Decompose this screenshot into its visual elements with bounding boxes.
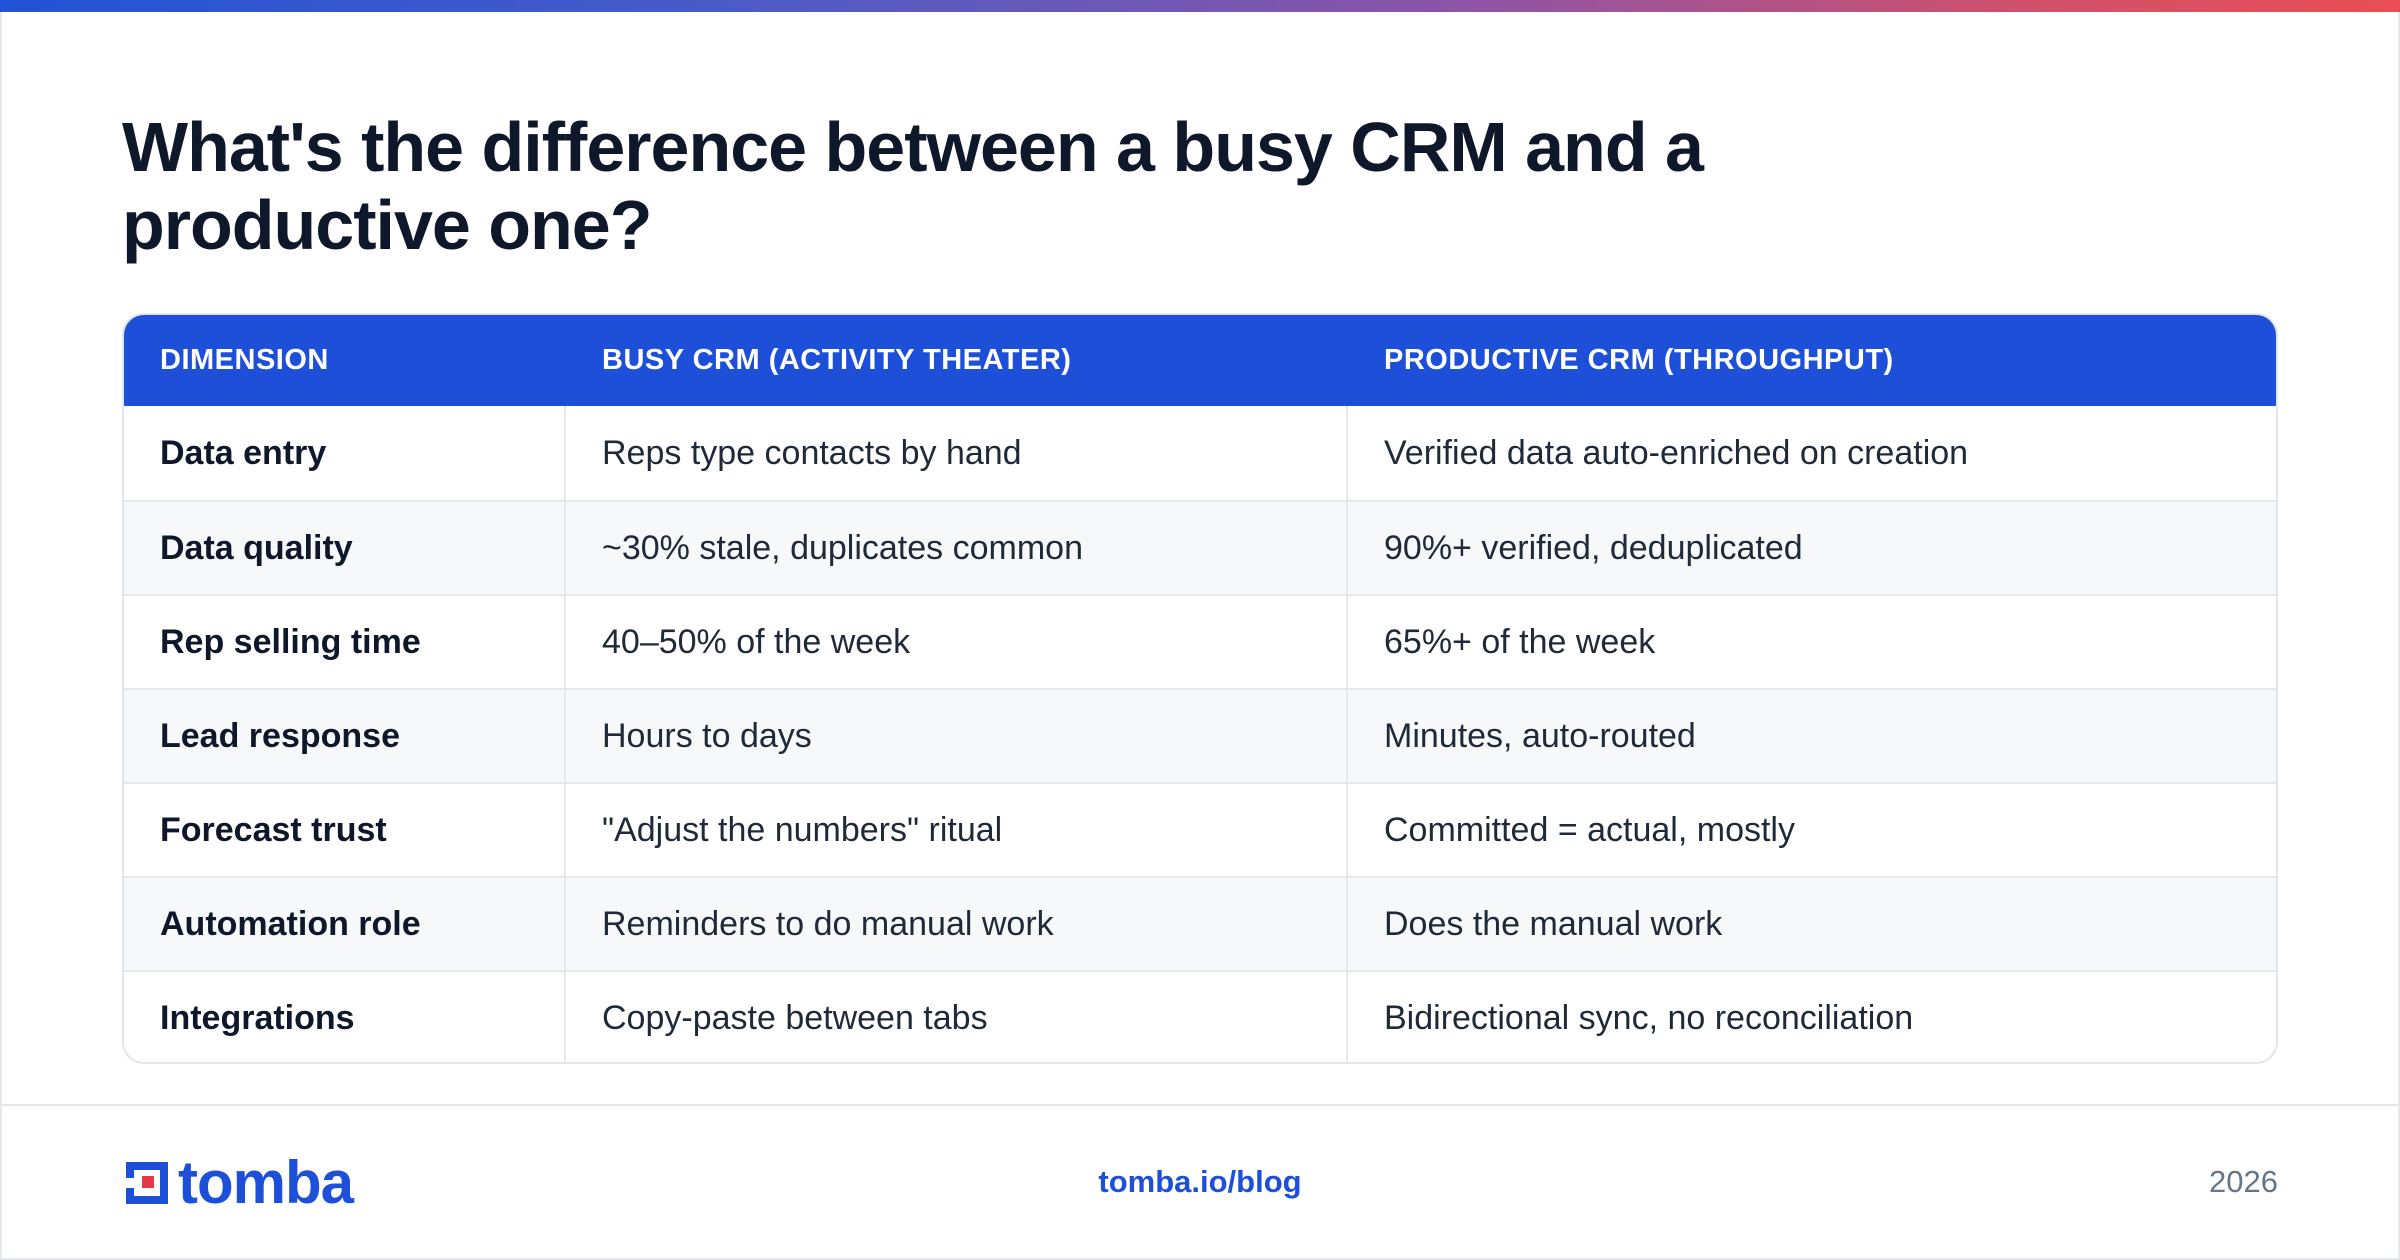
dimension-cell: Data quality bbox=[124, 502, 566, 594]
busy-cell: Reminders to do manual work bbox=[566, 878, 1348, 970]
dimension-cell: Lead response bbox=[124, 690, 566, 782]
productive-cell: 65%+ of the week bbox=[1384, 622, 1656, 661]
table-row: Automation role Reminders to do manual w… bbox=[124, 876, 2276, 970]
footer-divider bbox=[0, 1104, 2400, 1106]
dimension-cell: Data entry bbox=[124, 406, 566, 500]
dimension-cell: Integrations bbox=[124, 972, 566, 1062]
blog-link[interactable]: tomba.io/blog bbox=[1098, 1164, 1302, 1199]
busy-cell: 40–50% of the week bbox=[566, 596, 1348, 688]
footer-year: 2026 bbox=[2209, 1164, 2278, 1199]
busy-cell: Hours to days bbox=[566, 690, 1348, 782]
page-frame bbox=[0, 12, 2400, 1260]
table-row: Data quality ~30% stale, duplicates comm… bbox=[124, 500, 2276, 594]
header-productive-crm: PRODUCTIVE CRM (THROUGHPUT) bbox=[1384, 344, 1894, 376]
table-header: DIMENSION BUSY CRM (ACTIVITY THEATER) PR… bbox=[124, 315, 2276, 406]
header-dimension: DIMENSION bbox=[160, 344, 329, 376]
tomba-logo[interactable]: tomba bbox=[122, 1149, 354, 1216]
header-busy-crm: BUSY CRM (ACTIVITY THEATER) bbox=[602, 344, 1072, 376]
dimension-cell: Automation role bbox=[124, 878, 566, 970]
productive-cell: Bidirectional sync, no reconciliation bbox=[1384, 998, 1914, 1037]
productive-cell: Does the manual work bbox=[1384, 904, 1723, 943]
top-gradient-bar bbox=[0, 0, 2400, 12]
table-row: Rep selling time 40–50% of the week 65%+… bbox=[124, 594, 2276, 688]
productive-cell: Committed = actual, mostly bbox=[1384, 810, 1795, 849]
productive-cell: 90%+ verified, deduplicated bbox=[1384, 528, 1803, 567]
busy-cell: Copy-paste between tabs bbox=[566, 972, 1348, 1062]
table-row: Data entry Reps type contacts by hand Ve… bbox=[124, 406, 2276, 500]
busy-cell: "Adjust the numbers" ritual bbox=[566, 784, 1348, 876]
table-row: Lead response Hours to days Minutes, aut… bbox=[124, 688, 2276, 782]
page-title: What's the difference between a busy CRM… bbox=[122, 108, 1704, 264]
comparison-table: DIMENSION BUSY CRM (ACTIVITY THEATER) PR… bbox=[122, 313, 2278, 1064]
table-row: Forecast trust "Adjust the numbers" ritu… bbox=[124, 782, 2276, 876]
productive-cell: Minutes, auto-routed bbox=[1384, 716, 1696, 755]
dimension-cell: Rep selling time bbox=[124, 596, 566, 688]
logo-wordmark: tomba bbox=[178, 1149, 354, 1216]
table-row: Integrations Copy-paste between tabs Bid… bbox=[124, 970, 2276, 1062]
busy-cell: Reps type contacts by hand bbox=[566, 406, 1348, 500]
table-body: Data entry Reps type contacts by hand Ve… bbox=[124, 406, 2276, 1062]
dimension-cell: Forecast trust bbox=[124, 784, 566, 876]
productive-cell: Verified data auto-enriched on creation bbox=[1384, 433, 1969, 472]
busy-cell: ~30% stale, duplicates common bbox=[566, 502, 1348, 594]
tomba-logo-icon bbox=[122, 1162, 168, 1204]
